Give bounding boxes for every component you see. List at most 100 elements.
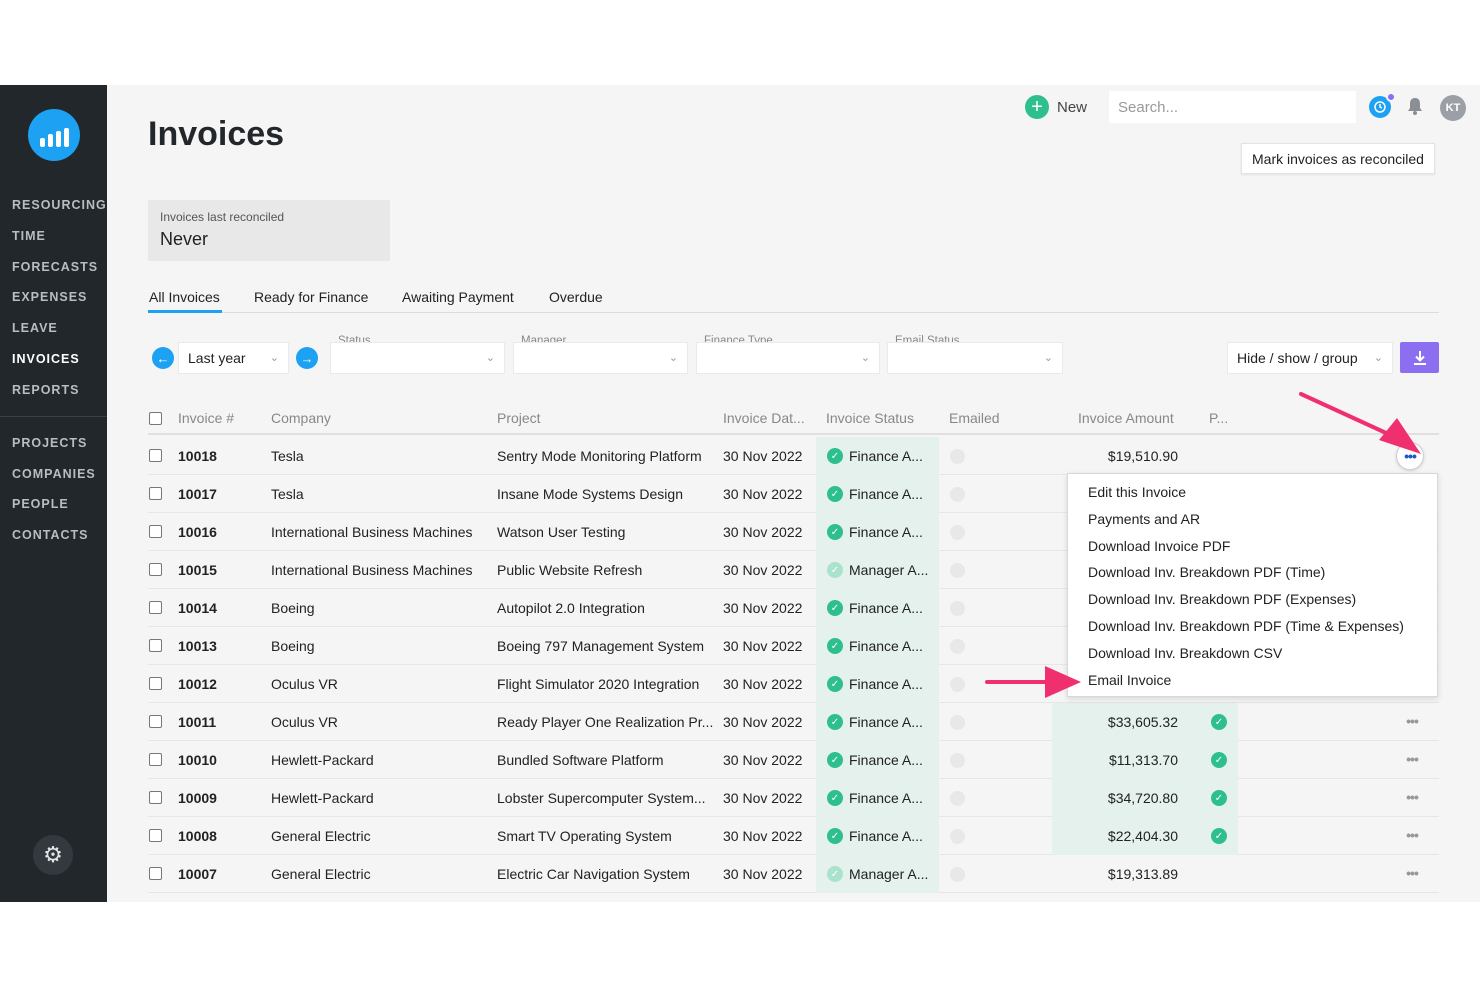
sidebar-item-companies[interactable]: COMPANIES — [12, 467, 96, 481]
menu-item-email-invoice[interactable]: Email Invoice — [1088, 671, 1172, 688]
row-checkbox[interactable] — [149, 449, 162, 462]
table-row[interactable]: 10007 General Electric Electric Car Naviga… — [148, 855, 1439, 893]
status-text: Finance A... — [849, 676, 923, 692]
more-icon[interactable]: ••• — [1406, 865, 1419, 881]
status-cell: ✓ Finance A... — [816, 437, 939, 475]
download-button[interactable] — [1400, 342, 1439, 373]
table-row[interactable]: 10018 Tesla Sentry Mode Monitoring Platfor… — [148, 437, 1439, 475]
check-icon: ✓ — [1211, 752, 1227, 768]
sidebar-item-reports[interactable]: REPORTS — [12, 383, 80, 397]
more-icon[interactable]: ••• — [1406, 789, 1419, 805]
invoice-number[interactable]: 10009 — [178, 790, 217, 806]
row-checkbox[interactable] — [149, 563, 162, 576]
invoice-number[interactable]: 10016 — [178, 524, 217, 540]
sidebar-item-expenses[interactable]: EXPENSES — [12, 290, 88, 304]
hide-show-group-select[interactable]: Hide / show / group ⌄ — [1227, 342, 1393, 374]
row-checkbox[interactable] — [149, 753, 162, 766]
sidebar-item-resourcing[interactable]: RESOURCING — [12, 198, 107, 212]
table-row[interactable]: 10011 Oculus VR Ready Player One Realizati… — [148, 703, 1439, 741]
company-cell: General Electric — [271, 828, 371, 844]
date-cell: 30 Nov 2022 — [723, 524, 803, 540]
table-row[interactable]: 10012 Oculus VR Flight Simulator 2020 Inte… — [148, 665, 1439, 703]
emailed-indicator — [950, 829, 965, 844]
row-checkbox[interactable] — [149, 677, 162, 690]
invoice-number[interactable]: 10017 — [178, 486, 217, 502]
table-row[interactable]: 10009 Hewlett-Packard Lobster Supercompute… — [148, 779, 1439, 817]
menu-item-breakdown-time-expenses[interactable]: Download Inv. Breakdown PDF (Time & Expe… — [1088, 617, 1404, 634]
row-checkbox[interactable] — [149, 601, 162, 614]
sidebar-item-contacts[interactable]: CONTACTS — [12, 528, 89, 542]
bell-icon[interactable] — [1404, 96, 1426, 118]
arrow-left-icon[interactable]: ← — [152, 347, 174, 369]
row-checkbox[interactable] — [149, 525, 162, 538]
table-row[interactable]: 10015 International Business Machines Publ… — [148, 551, 1439, 589]
invoice-number[interactable]: 10010 — [178, 752, 217, 768]
invoice-number[interactable]: 10007 — [178, 866, 217, 882]
sidebar-item-time[interactable]: TIME — [12, 229, 46, 243]
invoice-number[interactable]: 10011 — [178, 714, 217, 730]
status-select[interactable]: ⌄ — [330, 342, 505, 374]
gear-icon[interactable]: ⚙ — [33, 835, 73, 875]
table-row[interactable]: 10017 Tesla Insane Mode Systems Design 30 N… — [148, 475, 1439, 513]
table-row[interactable]: 10010 Hewlett-Packard Bundled Software Pla… — [148, 741, 1439, 779]
more-icon[interactable]: ••• — [1406, 827, 1419, 843]
tab-all-invoices[interactable]: All Invoices — [149, 289, 220, 305]
clock-icon[interactable] — [1369, 96, 1391, 118]
menu-item-breakdown-time[interactable]: Download Inv. Breakdown PDF (Time) — [1088, 564, 1326, 581]
sidebar-item-invoices[interactable]: INVOICES — [12, 352, 80, 366]
period-select[interactable]: Last year ⌄ — [178, 342, 289, 374]
status-cell: ✓ Finance A... — [816, 665, 939, 703]
sidebar-item-forecasts[interactable]: FORECASTS — [12, 260, 99, 274]
row-checkbox[interactable] — [149, 829, 162, 842]
invoice-number[interactable]: 10015 — [178, 562, 217, 578]
tab-awaiting-payment[interactable]: Awaiting Payment — [402, 289, 514, 305]
menu-item-edit-invoice[interactable]: Edit this Invoice — [1088, 484, 1187, 500]
select-all-checkbox[interactable] — [149, 412, 162, 425]
header-emailed[interactable]: Emailed — [949, 410, 1000, 426]
invoice-number[interactable]: 10012 — [178, 676, 217, 692]
sidebar-item-leave[interactable]: LEAVE — [12, 321, 58, 335]
row-checkbox[interactable] — [149, 715, 162, 728]
invoice-number[interactable]: 10014 — [178, 600, 217, 616]
menu-item-breakdown-csv[interactable]: Download Inv. Breakdown CSV — [1088, 644, 1283, 661]
menu-item-download-pdf[interactable]: Download Invoice PDF — [1088, 537, 1231, 554]
sidebar-item-projects[interactable]: PROJECTS — [12, 436, 88, 450]
email-status-select[interactable]: ⌄ — [887, 342, 1063, 374]
sidebar-item-people[interactable]: PEOPLE — [12, 497, 69, 511]
row-checkbox[interactable] — [149, 867, 162, 880]
tab-overdue[interactable]: Overdue — [549, 289, 603, 305]
menu-item-payments-ar[interactable]: Payments and AR — [1088, 510, 1201, 527]
table-row[interactable]: 10014 Boeing Autopilot 2.0 Integration 30 N… — [148, 589, 1439, 627]
manager-select[interactable]: ⌄ — [513, 342, 688, 374]
table-row[interactable]: 10008 General Electric Smart TV Operating … — [148, 817, 1439, 855]
table-row[interactable]: 10016 International Business Machines Wats… — [148, 513, 1439, 551]
avatar[interactable]: KT — [1440, 95, 1466, 121]
invoice-number[interactable]: 10013 — [178, 638, 217, 654]
table-row[interactable]: 10013 Boeing Boeing 797 Management System 3… — [148, 627, 1439, 665]
row-checkbox[interactable] — [149, 791, 162, 804]
header-company[interactable]: Company — [271, 410, 331, 426]
mark-reconciled-button[interactable]: Mark invoices as reconciled — [1241, 143, 1435, 174]
row-checkbox[interactable] — [149, 639, 162, 652]
logo-icon[interactable] — [28, 109, 80, 161]
header-paid[interactable]: P... — [1209, 410, 1229, 426]
emailed-indicator — [950, 791, 965, 806]
invoice-number[interactable]: 10008 — [178, 828, 217, 844]
header-invoice-amount[interactable]: Invoice Amount — [1078, 410, 1174, 426]
row-checkbox[interactable] — [149, 487, 162, 500]
search-input[interactable] — [1109, 91, 1356, 123]
tab-ready-for-finance[interactable]: Ready for Finance — [254, 289, 369, 305]
header-invoice-number[interactable]: Invoice # — [178, 410, 235, 426]
more-icon[interactable]: ••• — [1406, 713, 1419, 729]
finance-type-select[interactable]: ⌄ — [696, 342, 880, 374]
header-invoice-date[interactable]: Invoice Dat... — [723, 410, 805, 426]
date-cell: 30 Nov 2022 — [723, 790, 803, 806]
hide-show-group-label: Hide / show / group — [1237, 350, 1358, 366]
arrow-right-icon[interactable]: → — [296, 347, 318, 369]
more-icon[interactable]: ••• — [1406, 751, 1419, 767]
header-invoice-status[interactable]: Invoice Status — [826, 410, 914, 426]
header-project[interactable]: Project — [497, 410, 541, 426]
invoice-number[interactable]: 10018 — [178, 448, 217, 464]
new-button[interactable]: + New — [1025, 95, 1087, 119]
menu-item-breakdown-expenses[interactable]: Download Inv. Breakdown PDF (Expenses) — [1088, 591, 1357, 608]
